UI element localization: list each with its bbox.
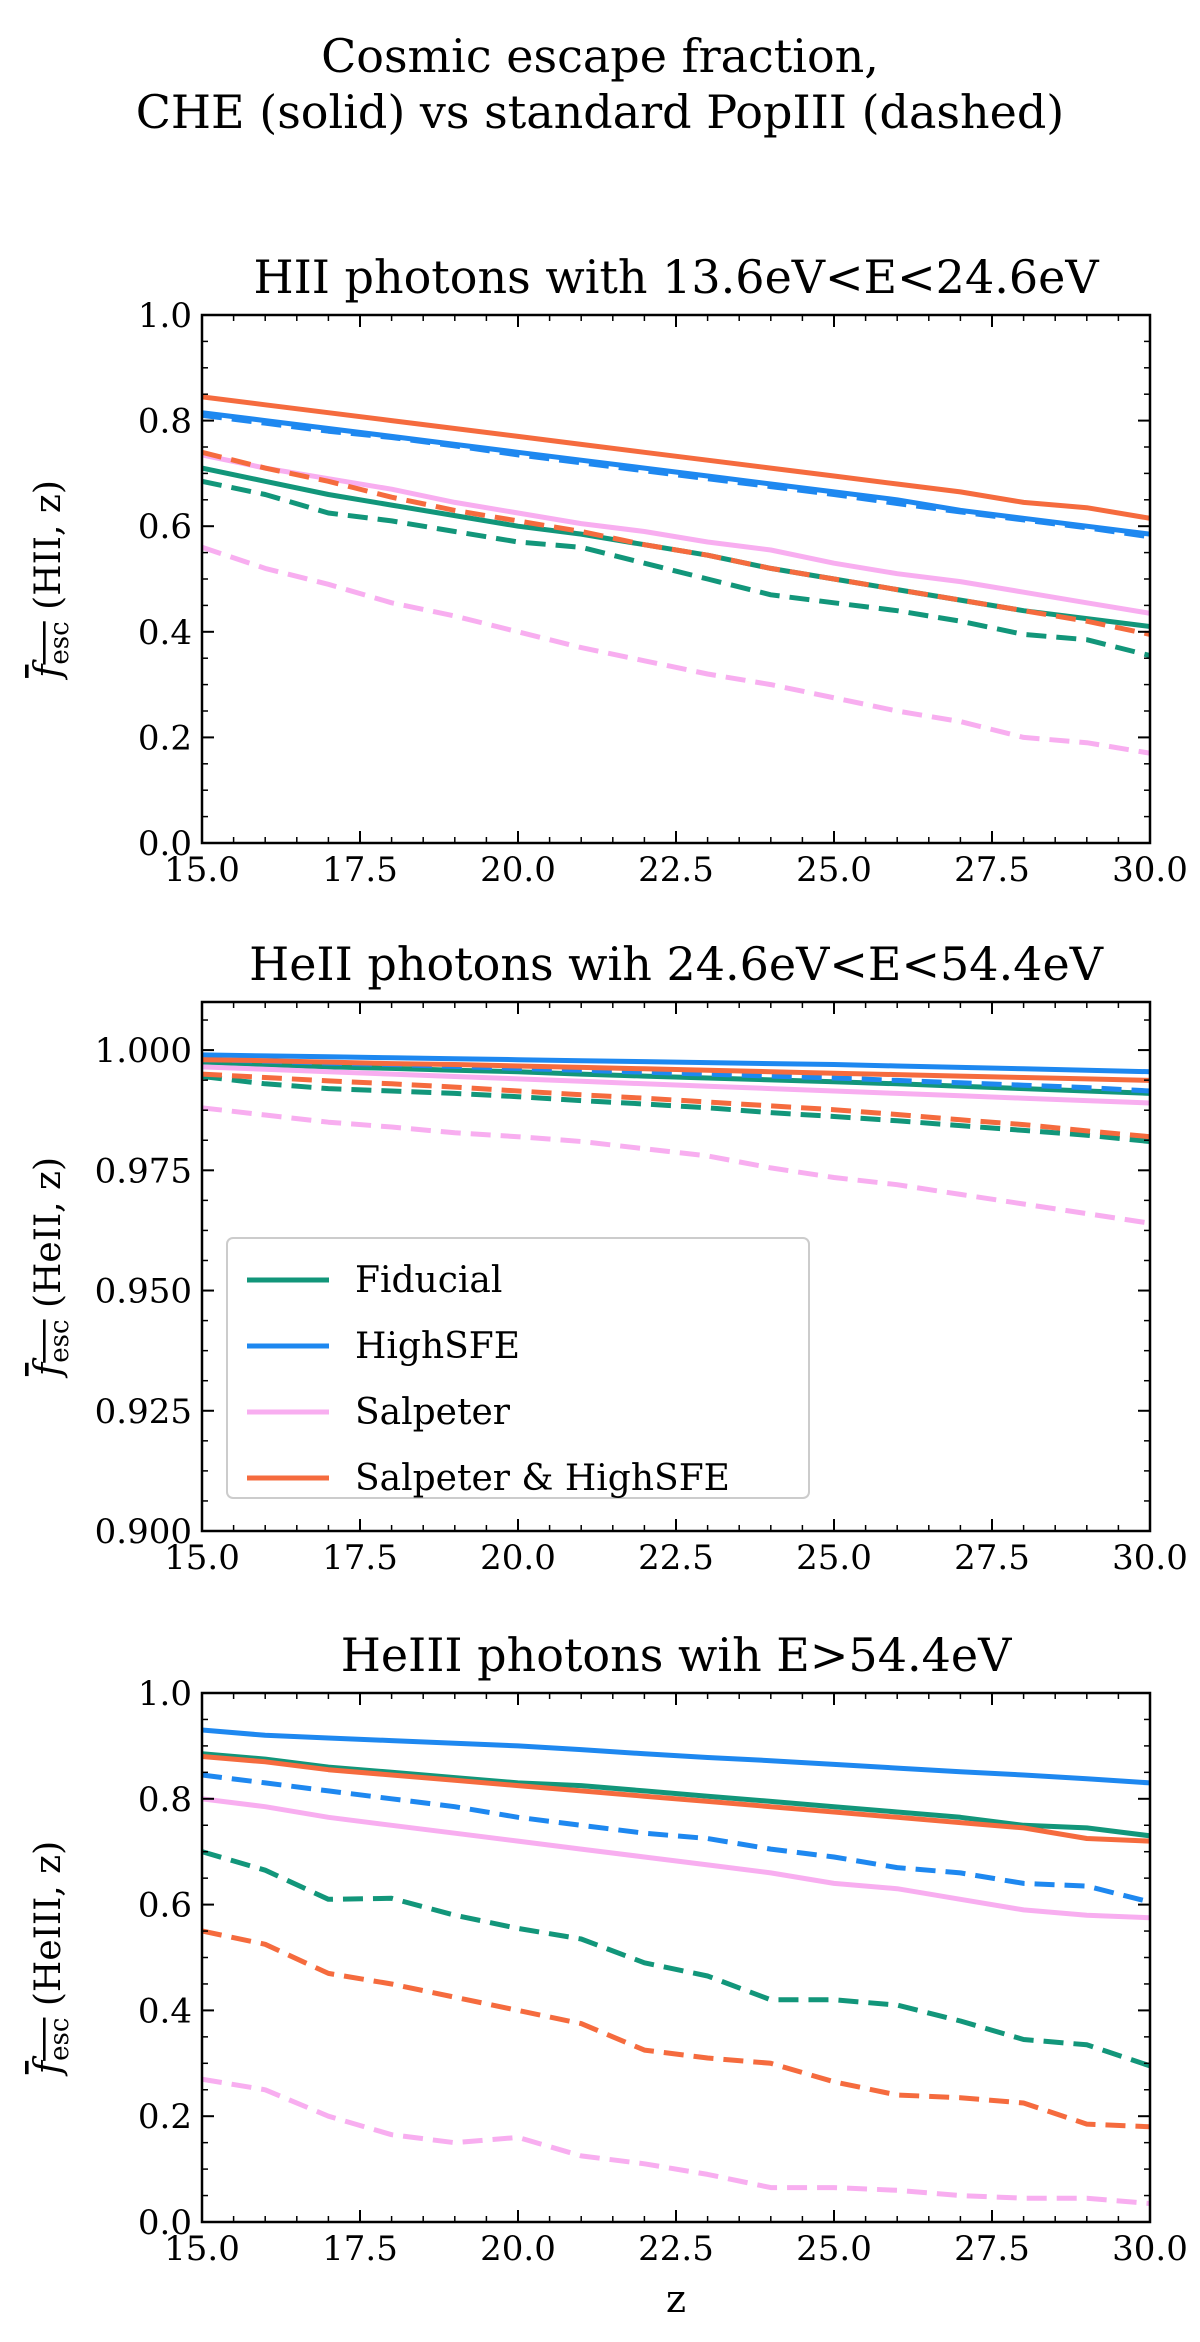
legend-label-fiducial: Fiducial (355, 1260, 502, 1301)
y-tick-label: 0.0 (138, 2203, 192, 2243)
y-axis-label-subscript: esc (45, 1319, 75, 1362)
x-tick-label: 27.5 (954, 1538, 1030, 1578)
x-tick-label: 25.0 (796, 2229, 872, 2269)
x-tick-label: 25.0 (796, 850, 872, 890)
legend-label-salpeter-highsfe: Salpeter & HighSFE (355, 1458, 730, 1499)
figure-title-line-2: CHE (solid) vs standard PopIII (dashed) (136, 85, 1065, 139)
x-tick-label: 15.0 (164, 850, 240, 890)
panel-title: HeIII photons wih E>54.4eV (341, 1628, 1012, 1682)
y-tick-label: 0.900 (95, 1512, 192, 1552)
figure-title-line-1: Cosmic escape fraction, (321, 29, 879, 83)
y-tick-label: 1.0 (138, 1674, 192, 1714)
y-tick-label: 0.6 (138, 507, 192, 547)
series-line-salpeter-dashed (202, 2076, 1150, 2206)
x-tick-label: 22.5 (638, 850, 714, 890)
y-axis-label: fesc (HeII, z) (28, 1157, 75, 1379)
x-tick-label: 27.5 (954, 850, 1030, 890)
legend: Fiducial HighSFE Salpeter Salpeter & HighSF… (226, 1237, 810, 1499)
y-tick-label: 0.4 (138, 1991, 192, 2031)
x-axis-label: z (666, 2277, 686, 2321)
x-tick-label: 25.0 (796, 1538, 872, 1578)
series-group (202, 394, 1150, 756)
y-axis-label-subscript: esc (45, 621, 75, 664)
panels: HII photons with 13.6eV<E<24.6eV 15.0 17.5… (28, 250, 1188, 2321)
y-tick-label: 1.0 (138, 296, 192, 336)
y-axis-label-subscript: esc (45, 2018, 75, 2061)
x-tick-label: 20.0 (480, 1538, 556, 1578)
series-line-salpeter-highsfe-solid (202, 1057, 1150, 1083)
y-tick-label: 0.6 (138, 1886, 192, 1926)
legend-box (226, 1237, 810, 1499)
x-tick-label: 20.0 (480, 2229, 556, 2269)
x-tick-label: 17.5 (322, 2229, 398, 2269)
series-line-salpeter-highsfe-solid (202, 1753, 1150, 1844)
y-tick-label: 0.4 (138, 613, 192, 653)
series-line-salpeter-highsfe-dashed (202, 1928, 1150, 2130)
y-tick-label: 0.8 (138, 402, 192, 442)
series-line-salpeter-highsfe-solid (202, 394, 1150, 521)
x-tick-label: 22.5 (638, 1538, 714, 1578)
y-axis-label-argument: (HeIII, z) (28, 1841, 69, 2018)
series-line-salpeter-dashed (202, 544, 1150, 756)
series-line-fiducial-solid (202, 1751, 1150, 1839)
x-tick-label: 20.0 (480, 850, 556, 890)
y-tick-label: 0.2 (138, 2097, 192, 2137)
series-group (202, 1727, 1150, 2206)
series-line-salpeter-solid (202, 1796, 1150, 1921)
series-line-fiducial-dashed (202, 1074, 1150, 1144)
series-group (202, 1052, 1150, 1226)
series-line-highsfe-solid (202, 1052, 1150, 1075)
y-tick-label: 0.925 (95, 1392, 192, 1432)
series-line-salpeter-highsfe-dashed (202, 449, 1150, 637)
series-line-fiducial-solid (202, 465, 1150, 630)
y-axis-label: fesc (HeIII, z) (28, 1841, 75, 2077)
x-tick-label: 27.5 (954, 2229, 1030, 2269)
y-tick-label: 0.975 (95, 1151, 192, 1191)
legend-label-salpeter: Salpeter (355, 1392, 511, 1433)
chart-panel-1: HII photons with 13.6eV<E<24.6eV 15.0 17.5… (28, 250, 1188, 890)
series-line-salpeter-solid (202, 452, 1150, 616)
x-tick-label: 22.5 (638, 2229, 714, 2269)
series-line-salpeter-dashed (202, 1105, 1150, 1226)
x-tick-label: 30.0 (1112, 850, 1188, 890)
series-line-highsfe-solid (202, 1727, 1150, 1786)
series-line-fiducial-solid (202, 1059, 1150, 1096)
y-axis-label: fesc (HII, z) (28, 480, 75, 681)
panel-title: HII photons with 13.6eV<E<24.6eV (253, 250, 1099, 304)
series-line-highsfe-dashed (202, 412, 1150, 540)
x-tick-label: 17.5 (322, 1538, 398, 1578)
axes-frame (200, 313, 1152, 845)
panel-title: HeII photons wih 24.6eV<E<54.4eV (249, 937, 1104, 991)
chart-panel-2: HeII photons wih 24.6eV<E<54.4eV 15.0 17.5… (28, 937, 1188, 1578)
x-tick-label: 30.0 (1112, 2229, 1188, 2269)
series-line-fiducial-dashed (202, 1849, 1150, 2069)
y-tick-label: 0.0 (138, 824, 192, 864)
y-tick-label: 0.2 (138, 718, 192, 758)
series-line-salpeter-highsfe-dashed (202, 1071, 1150, 1140)
x-tick-label: 15.0 (164, 2229, 240, 2269)
series-line-highsfe-dashed (202, 1772, 1150, 1905)
x-tick-label: 17.5 (322, 850, 398, 890)
y-tick-label: 1.000 (95, 1031, 192, 1071)
y-axis-label-argument: (HeII, z) (28, 1157, 69, 1320)
series-line-fiducial-dashed (202, 478, 1150, 659)
y-axis-label-argument: (HII, z) (28, 480, 69, 621)
legend-label-highsfe: HighSFE (355, 1326, 520, 1367)
x-tick-label: 15.0 (164, 1538, 240, 1578)
x-tick-label: 30.0 (1112, 1538, 1188, 1578)
y-tick-label: 0.8 (138, 1780, 192, 1820)
series-line-salpeter-solid (202, 1064, 1150, 1106)
y-tick-label: 0.950 (95, 1272, 192, 1312)
chart-panel-3: HeIII photons wih E>54.4eV 15.0 17.5 20.0 22… (28, 1628, 1188, 2321)
